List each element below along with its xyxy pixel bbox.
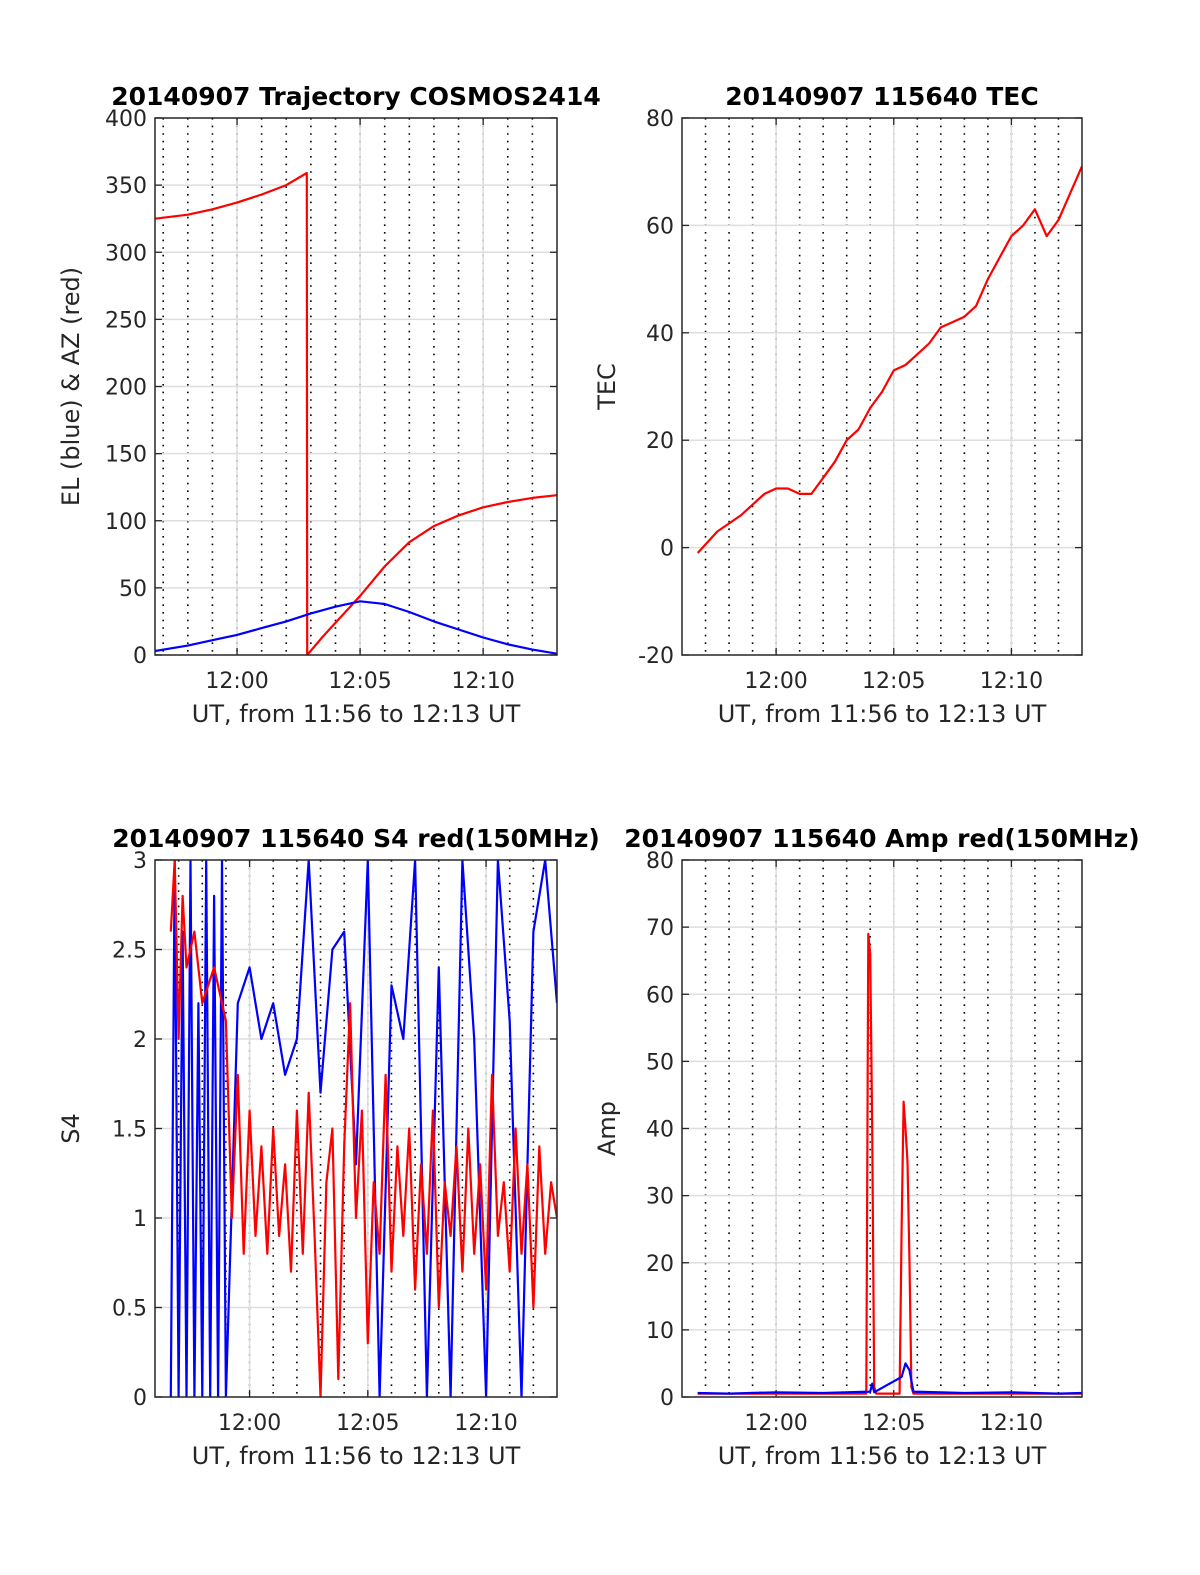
y-axis-label: TEC — [593, 363, 621, 411]
y-tick-label: 0 — [133, 644, 147, 669]
y-axis-label: S4 — [57, 1113, 85, 1144]
x-axis-label: UT, from 11:56 to 12:13 UT — [192, 700, 521, 728]
y-tick-label: 60 — [646, 983, 674, 1008]
x-tick-label: 12:10 — [454, 1411, 517, 1436]
chart-panel-1: 0 50 100 150 200 250 300 350 400 12:00 12:05 12:10 2… — [57, 82, 601, 728]
chart-panel-4: 0 10 20 30 40 50 60 70 80 12:00 12:05 12:10 20140907… — [593, 824, 1140, 1470]
y-tick-label: 70 — [646, 916, 674, 941]
x-tick-label: 12:05 — [862, 1411, 925, 1436]
y-tick-label: 40 — [646, 322, 674, 347]
chart-title: 20140907 115640 TEC — [725, 82, 1038, 111]
axes-box — [681, 117, 1083, 656]
y-axis-label: EL (blue) & AZ (red) — [57, 267, 85, 506]
y-tick-label: 2 — [133, 1028, 147, 1053]
x-tick-label: 12:05 — [336, 1411, 399, 1436]
y-tick-label: 1 — [133, 1207, 147, 1232]
y-tick-label: 10 — [646, 1319, 674, 1344]
y-tick-label: 0.5 — [112, 1297, 147, 1322]
chart-panel-2: -20 0 20 40 60 80 12:00 12:05 12:10 20140907 1156… — [593, 82, 1083, 728]
y-tick-label: 80 — [646, 849, 674, 874]
y-tick-label: 400 — [105, 107, 147, 132]
axes-box — [154, 117, 558, 656]
chart-title: 20140907 115640 S4 red(150MHz) — [112, 824, 600, 853]
y-tick-label: 0 — [660, 537, 674, 562]
chart-title: 20140907 Trajectory COSMOS2414 — [111, 82, 601, 111]
y-tick-label: 0 — [133, 1386, 147, 1411]
y-tick-label: 50 — [119, 577, 147, 602]
x-tick-label: 12:10 — [980, 1411, 1043, 1436]
y-tick-label: 1.5 — [112, 1118, 147, 1143]
y-tick-label: 60 — [646, 214, 674, 239]
y-tick-label: 0 — [660, 1386, 674, 1411]
x-axis-label: UT, from 11:56 to 12:13 UT — [718, 700, 1047, 728]
y-tick-label: 350 — [105, 174, 147, 199]
y-tick-label: 20 — [646, 1252, 674, 1277]
chart-title: 20140907 115640 Amp red(150MHz) — [624, 824, 1140, 853]
x-axis-label: UT, from 11:56 to 12:13 UT — [192, 1442, 521, 1470]
y-tick-label: 80 — [646, 107, 674, 132]
y-tick-label: 300 — [105, 241, 147, 266]
series-line-1 — [696, 165, 1082, 554]
series-line-1 — [155, 171, 557, 655]
y-tick-label: 100 — [105, 510, 147, 535]
y-tick-label: 200 — [105, 376, 147, 401]
axes-box — [154, 859, 558, 1398]
y-tick-label: 3 — [133, 849, 147, 874]
y-tick-label: -20 — [638, 644, 674, 669]
y-tick-label: 150 — [105, 443, 147, 468]
x-tick-label: 12:00 — [218, 1411, 281, 1436]
x-tick-label: 12:10 — [980, 669, 1043, 694]
y-axis-label: Amp — [593, 1101, 621, 1156]
series-line-2 — [169, 860, 557, 1397]
x-tick-label: 12:05 — [328, 669, 391, 694]
series-line-1 — [697, 932, 1082, 1395]
chart-panel-3: 0 0.5 1 1.5 2 2.5 3 12:00 12:05 12:10 20140907 115… — [57, 824, 600, 1470]
y-tick-label: 2.5 — [112, 939, 147, 964]
x-axis-label: UT, from 11:56 to 12:13 UT — [718, 1442, 1047, 1470]
y-tick-label: 40 — [646, 1118, 674, 1143]
series-line-2 — [155, 600, 557, 655]
series-line-2 — [697, 1362, 1082, 1395]
y-tick-label: 20 — [646, 429, 674, 454]
y-tick-label: 250 — [105, 308, 147, 333]
x-tick-label: 12:05 — [862, 669, 925, 694]
x-tick-label: 12:00 — [205, 669, 268, 694]
x-tick-label: 12:00 — [744, 1411, 807, 1436]
y-tick-label: 50 — [646, 1050, 674, 1075]
axes-box — [681, 859, 1083, 1398]
x-tick-label: 12:00 — [744, 669, 807, 694]
series-line-1 — [169, 860, 557, 1397]
y-tick-label: 30 — [646, 1185, 674, 1210]
x-tick-label: 12:10 — [451, 669, 514, 694]
